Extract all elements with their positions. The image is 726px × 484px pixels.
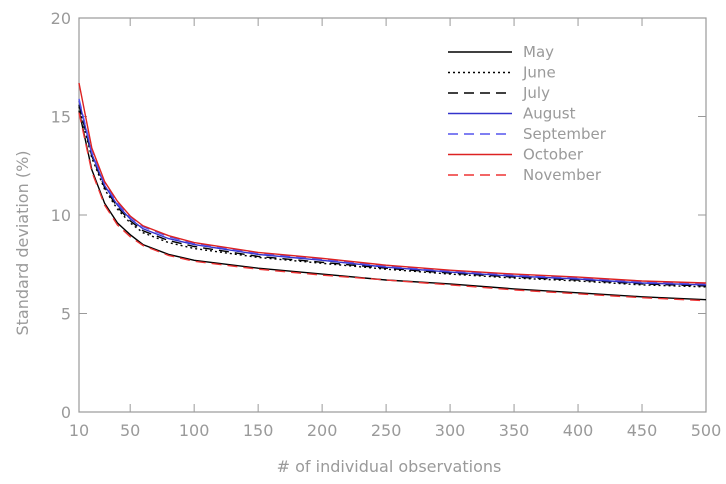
legend-label: November (523, 166, 602, 184)
y-tick-label: 5 (61, 305, 71, 324)
plot-frame (78, 17, 707, 413)
legend-label: June (522, 64, 556, 82)
x-axis-label: # of individual observations (277, 457, 502, 476)
x-tick-label: 10 (69, 421, 89, 440)
x-tick-label: 350 (499, 421, 530, 440)
y-tick-label: 15 (51, 108, 71, 127)
x-tick-label: 500 (691, 421, 722, 440)
legend-label: September (523, 125, 607, 143)
x-tick-label: 450 (627, 421, 658, 440)
axis-ticks: 10 50 100 150 200 250 300 350 400 450 500 0 5 10 15 20 (51, 9, 722, 440)
x-tick-label: 400 (563, 421, 594, 440)
x-tick-label: 250 (371, 421, 402, 440)
y-tick-label: 0 (61, 403, 71, 422)
plot-border (78, 17, 707, 413)
y-axis-label: Standard deviation (%) (13, 150, 32, 335)
series-layer (78, 82, 707, 302)
series-line-may (78, 110, 707, 301)
x-tick-label: 150 (243, 421, 274, 440)
series-line-august (78, 100, 707, 286)
x-tick-label: 200 (307, 421, 338, 440)
x-tick-label: 300 (435, 421, 466, 440)
y-tick-label: 10 (51, 206, 71, 225)
legend: May June July August September October Novembe… (448, 43, 607, 184)
legend-label: July (522, 84, 550, 102)
series-line-june (78, 106, 707, 288)
series-line-november (78, 112, 707, 302)
series-line-october (78, 82, 707, 284)
legend-label: October (523, 146, 584, 164)
x-tick-label: 100 (179, 421, 210, 440)
legend-label: May (523, 43, 554, 61)
series-line-july (78, 104, 707, 287)
series-line-september (78, 98, 707, 285)
x-tick-label: 50 (120, 421, 140, 440)
legend-label: August (523, 105, 576, 123)
y-tick-label: 20 (51, 9, 71, 28)
